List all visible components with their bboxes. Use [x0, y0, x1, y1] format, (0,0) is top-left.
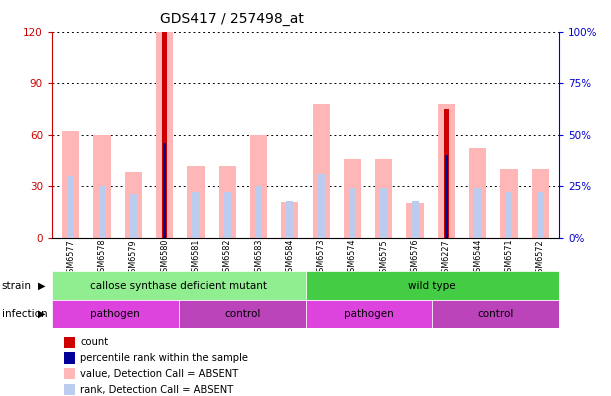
- Bar: [306, 300, 433, 328]
- Text: strain: strain: [2, 280, 32, 291]
- Text: count: count: [80, 337, 108, 347]
- Bar: [445, 155, 448, 238]
- Bar: [192, 192, 199, 238]
- Bar: [188, 166, 205, 238]
- Text: control: control: [224, 309, 260, 319]
- Bar: [437, 104, 455, 238]
- Bar: [313, 104, 330, 238]
- Bar: [62, 131, 79, 238]
- Bar: [156, 32, 174, 238]
- Bar: [318, 174, 324, 238]
- Text: value, Detection Call = ABSENT: value, Detection Call = ABSENT: [80, 369, 238, 379]
- Text: callose synthase deficient mutant: callose synthase deficient mutant: [90, 280, 267, 291]
- Bar: [219, 166, 236, 238]
- Text: rank, Detection Call = ABSENT: rank, Detection Call = ABSENT: [80, 385, 233, 395]
- Bar: [162, 32, 167, 238]
- Bar: [537, 192, 544, 238]
- Bar: [306, 271, 559, 300]
- Text: GDS417 / 257498_at: GDS417 / 257498_at: [160, 12, 304, 26]
- Text: wild type: wild type: [409, 280, 456, 291]
- Text: pathogen: pathogen: [90, 309, 140, 319]
- Bar: [505, 192, 513, 238]
- Bar: [287, 200, 293, 238]
- Bar: [281, 202, 298, 238]
- Bar: [179, 300, 306, 328]
- Bar: [532, 169, 549, 238]
- Bar: [98, 186, 106, 238]
- Bar: [250, 135, 267, 238]
- Bar: [444, 109, 449, 238]
- Text: ▶: ▶: [38, 280, 45, 291]
- Bar: [443, 168, 450, 238]
- Bar: [93, 135, 111, 238]
- Bar: [500, 169, 518, 238]
- Bar: [433, 300, 559, 328]
- Bar: [469, 148, 486, 238]
- Bar: [161, 145, 168, 238]
- Bar: [224, 192, 231, 238]
- Bar: [474, 188, 481, 238]
- Bar: [412, 200, 419, 238]
- Bar: [52, 271, 306, 300]
- Text: pathogen: pathogen: [344, 309, 393, 319]
- Bar: [163, 143, 166, 238]
- Bar: [380, 188, 387, 238]
- Bar: [375, 159, 392, 238]
- Text: control: control: [477, 309, 514, 319]
- Bar: [52, 300, 179, 328]
- Bar: [344, 159, 361, 238]
- Text: ▶: ▶: [38, 309, 45, 319]
- Text: infection: infection: [2, 309, 48, 319]
- Text: percentile rank within the sample: percentile rank within the sample: [80, 353, 248, 363]
- Bar: [406, 203, 423, 238]
- Bar: [67, 176, 74, 238]
- Bar: [255, 186, 262, 238]
- Bar: [349, 188, 356, 238]
- Bar: [125, 172, 142, 238]
- Bar: [130, 194, 137, 238]
